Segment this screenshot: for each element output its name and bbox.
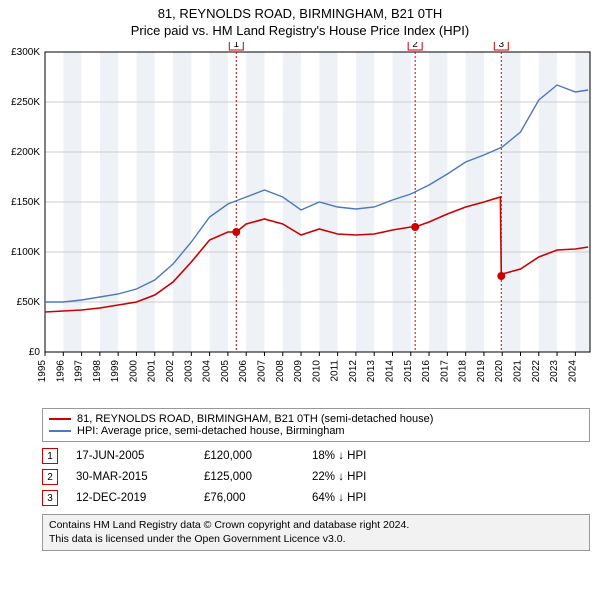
event-price: £76,000	[204, 492, 294, 504]
event-badge: 2	[42, 469, 58, 485]
y-tick-label: £150K	[11, 197, 40, 208]
x-tick-label: 2019	[476, 360, 487, 383]
event-delta: 22% ↓ HPI	[312, 471, 366, 483]
x-tick-label: 2003	[183, 360, 194, 383]
event-row: 2 30-MAR-2015 £125,000 22% ↓ HPI	[42, 469, 590, 485]
legend-row: HPI: Average price, semi-detached house,…	[49, 425, 583, 437]
x-tick-label: 2010	[311, 360, 322, 383]
event-date: 17-JUN-2005	[76, 450, 186, 462]
event-table: 1 17-JUN-2005 £120,000 18% ↓ HPI 2 30-MAR-201…	[42, 448, 590, 506]
legend-label: HPI: Average price, semi-detached house,…	[77, 425, 345, 437]
marker-badge-label: 3	[499, 42, 505, 50]
x-tick-label: 2014	[384, 360, 395, 383]
y-tick-label: £300K	[11, 47, 40, 58]
footer-line1: Contains HM Land Registry data © Crown c…	[49, 519, 583, 533]
x-tick-label: 2008	[275, 360, 286, 383]
x-tick-label: 2023	[549, 360, 560, 383]
x-tick-label: 2004	[202, 360, 213, 383]
marker-badge-label: 2	[412, 42, 418, 50]
x-tick-label: 2024	[567, 360, 578, 383]
x-tick-label: 2006	[238, 360, 249, 383]
x-tick-label: 2016	[421, 360, 432, 383]
legend-swatch	[49, 430, 71, 432]
event-delta: 64% ↓ HPI	[312, 492, 366, 504]
legend-swatch	[49, 418, 71, 420]
x-tick-label: 2002	[165, 360, 176, 383]
event-delta: 18% ↓ HPI	[312, 450, 366, 462]
chart-area: £0 £50K £100K £150K £200K £250K £300K 1995 1996 1…	[0, 42, 600, 402]
x-tick-label: 2021	[513, 360, 524, 383]
y-tick-label: £100K	[11, 247, 40, 258]
x-tick-label: 1995	[37, 360, 48, 383]
x-tick-label: 2020	[494, 360, 505, 383]
y-tick-label: £200K	[11, 147, 40, 158]
x-tick-label: 2018	[458, 360, 469, 383]
x-tick-label: 2015	[403, 360, 414, 383]
x-tick-label: 1997	[74, 360, 85, 383]
marker-badge-label: 1	[234, 42, 240, 50]
footer-line2: This data is licensed under the Open Gov…	[49, 533, 583, 547]
event-badge: 3	[42, 490, 58, 506]
event-price: £125,000	[204, 471, 294, 483]
event-date: 30-MAR-2015	[76, 471, 186, 483]
chart-title-line1: 81, REYNOLDS ROAD, BIRMINGHAM, B21 0TH	[0, 6, 600, 21]
x-tick-label: 2013	[366, 360, 377, 383]
x-tick-label: 2007	[256, 360, 267, 383]
legend-row: 81, REYNOLDS ROAD, BIRMINGHAM, B21 0TH (…	[49, 413, 583, 425]
legend-label: 81, REYNOLDS ROAD, BIRMINGHAM, B21 0TH (…	[77, 413, 433, 425]
x-tick-label: 2011	[330, 360, 341, 382]
x-tick-label: 1996	[55, 360, 66, 383]
attribution-footer: Contains HM Land Registry data © Crown c…	[42, 514, 590, 551]
y-tick-label: £50K	[17, 297, 41, 308]
x-tick-label: 2000	[128, 360, 139, 383]
x-tick-label: 2022	[531, 360, 542, 383]
chart-title-line2: Price paid vs. HM Land Registry's House …	[0, 23, 600, 38]
x-tick-label: 2009	[293, 360, 304, 383]
y-tick-label: £250K	[11, 97, 40, 108]
y-tick-label: £0	[29, 347, 41, 358]
x-tick-label: 2005	[220, 360, 231, 383]
event-date: 12-DEC-2019	[76, 492, 186, 504]
x-tick-label: 2012	[348, 360, 359, 383]
event-badge: 1	[42, 448, 58, 464]
x-tick-label: 1999	[110, 360, 121, 383]
x-tick-label: 2017	[439, 360, 450, 383]
x-tick-label: 1998	[92, 360, 103, 383]
event-row: 1 17-JUN-2005 £120,000 18% ↓ HPI	[42, 448, 590, 464]
event-price: £120,000	[204, 450, 294, 462]
legend: 81, REYNOLDS ROAD, BIRMINGHAM, B21 0TH (…	[42, 408, 590, 442]
x-tick-label: 2001	[147, 360, 158, 383]
event-row: 3 12-DEC-2019 £76,000 64% ↓ HPI	[42, 490, 590, 506]
